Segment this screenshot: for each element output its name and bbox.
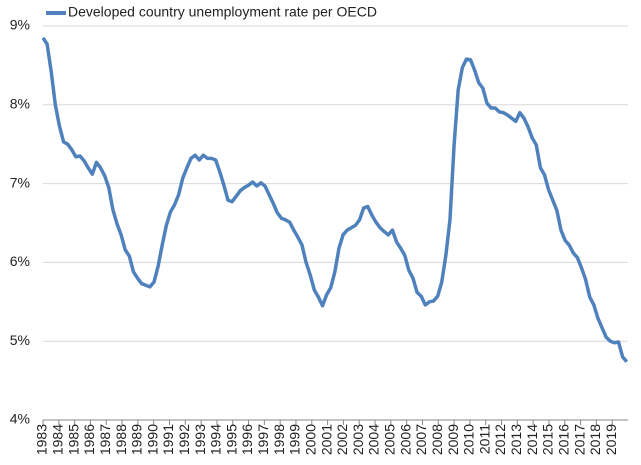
x-tick-label: 1992 [176, 424, 192, 455]
x-tick-label: 1996 [239, 424, 255, 455]
x-tick-label: 1995 [223, 424, 239, 455]
x-tick-label: 1994 [208, 424, 224, 455]
x-tick-label: 1999 [287, 424, 303, 455]
x-tick-label: 2004 [366, 424, 382, 455]
x-tick-label: 2019 [603, 424, 619, 455]
x-tick-label: 1990 [144, 424, 160, 455]
x-tick-label: 2001 [318, 424, 334, 455]
series-line [41, 36, 629, 363]
y-tick-label: 4% [10, 411, 30, 427]
legend-label: Developed country unemployment rate per … [68, 4, 377, 20]
x-tick-label: 2008 [429, 424, 445, 455]
y-tick-label: 8% [10, 96, 30, 112]
x-tick-label: 2012 [492, 424, 508, 455]
x-tick-label: 1993 [192, 424, 208, 455]
x-tick-label: 1984 [50, 424, 66, 455]
x-tick-label: 2015 [540, 424, 556, 455]
x-tick-label: 2013 [508, 424, 524, 455]
x-tick-label: 1985 [65, 424, 81, 455]
x-tick-label: 2006 [397, 424, 413, 455]
y-tick-label: 7% [10, 174, 30, 190]
x-tick-label: 1988 [113, 424, 129, 455]
y-tick-label: 5% [10, 332, 30, 348]
x-tick-label: 1983 [34, 424, 50, 455]
x-tick-label: 2018 [587, 424, 603, 455]
x-tick-label: 2010 [461, 424, 477, 455]
x-tick-label: 1998 [271, 424, 287, 455]
x-tick-label: 2016 [555, 424, 571, 455]
y-tick-label: 6% [10, 253, 30, 269]
x-tick-label: 1997 [255, 424, 271, 455]
x-tick-label: 1991 [160, 424, 176, 455]
x-tick-label: 2011 [476, 424, 492, 454]
x-tick-label: 1986 [81, 424, 97, 455]
x-tick-label: 2017 [571, 424, 587, 455]
x-tick-label: 2003 [350, 424, 366, 455]
x-tick-label: 2000 [302, 424, 318, 455]
x-tick-label: 2014 [524, 424, 540, 455]
x-tick-label: 2005 [382, 424, 398, 455]
x-tick-label: 2002 [334, 424, 350, 455]
x-tick-label: 1989 [129, 424, 145, 455]
x-tick-label: 2009 [445, 424, 461, 455]
x-tick-label: 2007 [413, 424, 429, 455]
x-tick-label: 1987 [97, 424, 113, 455]
y-tick-label: 9% [10, 17, 30, 33]
